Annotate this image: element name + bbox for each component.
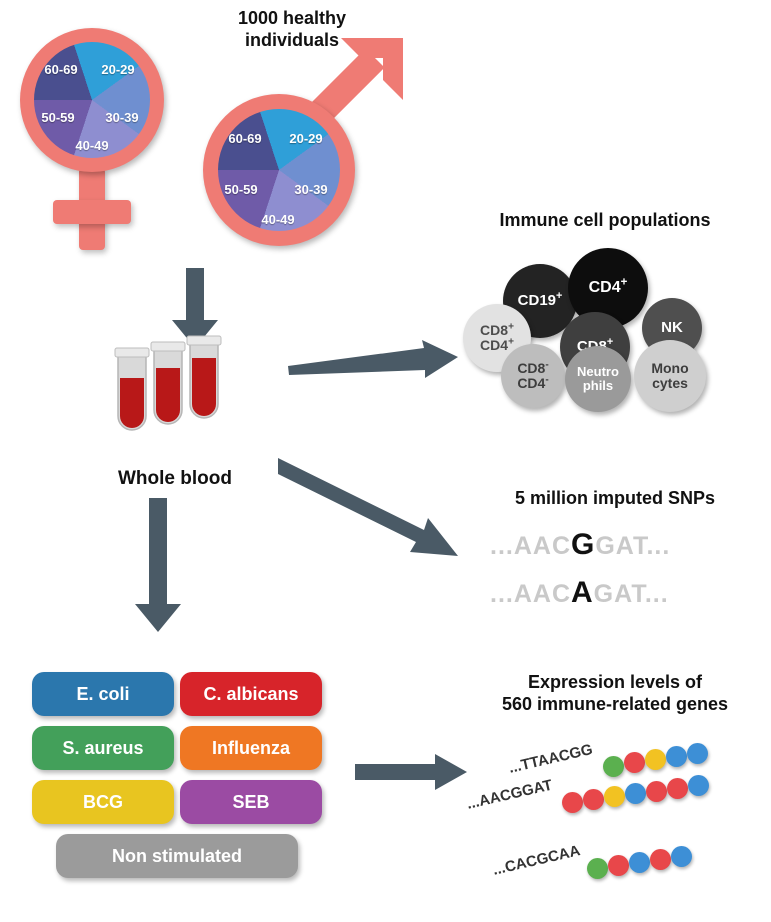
gene-bead [687,743,708,764]
male-label-60-69: 60-69 [228,131,262,146]
cohort-heading: 1000 healthy individuals [172,8,412,51]
cohort-heading-line1: 1000 healthy [237,8,347,28]
male-label-30-39: 30-39 [294,182,328,197]
gene-bead [625,783,646,804]
neutrophils-bubble: Neutro phils [565,346,631,412]
female-symbol: 60-69 20-29 30-39 40-49 50-59 [10,18,210,250]
snp2-prefix: ...AAC [490,580,571,608]
gene-bead [603,756,624,777]
immune-heading: Immune cell populations [499,210,711,230]
monocytes-bubble: Mono cytes [634,340,706,412]
male-label-50-59: 50-59 [224,182,258,197]
cohort-heading-line2: individuals [244,29,340,50]
stimulus-bcg[interactable]: BCG [32,780,174,824]
cd8neg-line2: CD4 [517,375,546,391]
stimulus-influenza-label: Influenza [211,737,290,758]
stimuli-panel: E. coli C. albicans S. aureus Influenza … [32,672,332,892]
expression-heading: Expression levels of 560 immune-related … [470,672,760,715]
gene-expression-graphic: ...TTAACGG ...AACGGAT ...CACGCAA [455,740,755,900]
male-label-40-49: 40-49 [261,212,295,227]
female-stem-horizontal [53,200,131,224]
expression-heading-line2: 560 immune-related genes [501,693,729,714]
stimulus-s-aureus-label: S. aureus [62,737,144,758]
gene-sequence-3: ...CACGCAA [491,842,582,879]
female-pie [34,42,150,158]
snps-heading: 5 million imputed SNPs [514,488,716,508]
blood-tubes [110,332,240,452]
gene-bead [562,792,583,813]
gene-bead [583,789,604,810]
gene-bead [666,746,687,767]
gene-bead [688,775,709,796]
arrow-stimuli-to-expression [355,752,467,792]
stimulus-bcg-label: BCG [83,791,123,812]
stimulus-influenza[interactable]: Influenza [180,726,322,770]
snp-sequence-2: ...AACAGAT... [490,576,669,610]
gene-bead [645,749,666,770]
cd8-negative-cd4-negative-bubble: CD8- CD4- [501,344,565,408]
snp-sequence-1: ...AACGGAT... [490,528,670,562]
monocytes-line2: cytes [652,375,688,391]
gene-bead [587,858,608,879]
arrow-blood-to-snps [278,452,458,562]
cd4-label: CD4 [588,278,621,296]
stimulus-non-stimulated[interactable]: Non stimulated [56,834,298,878]
stimulus-c-albicans[interactable]: C. albicans [180,672,322,716]
stimulus-e-coli[interactable]: E. coli [32,672,174,716]
arrow-blood-to-immune [288,340,458,386]
stimulus-s-aureus[interactable]: S. aureus [32,726,174,770]
female-label-20-29: 20-29 [101,62,135,77]
male-pie [218,109,340,231]
gene-bead [608,855,629,876]
gene-bead [624,752,645,773]
stimulus-seb[interactable]: SEB [180,780,322,824]
gene-sequence-1: ...TTAACGG [507,740,595,777]
whole-blood-label: Whole blood [118,468,232,489]
stimulus-e-coli-label: E. coli [76,683,130,704]
male-symbol: 60-69 20-29 30-39 40-49 50-59 [195,32,425,246]
arrow-cohort-to-blood [172,268,218,348]
gene-sequence-2: ...AACGGAT [465,776,554,813]
female-label-30-39: 30-39 [105,110,139,125]
male-label-20-29: 20-29 [289,131,323,146]
snp1-variant: G [571,528,596,561]
snp2-suffix: GAT... [593,580,669,608]
female-label-60-69: 60-69 [44,62,78,77]
gene-bead [646,781,667,802]
stimulus-non-stimulated-label: Non stimulated [111,845,242,866]
snp1-prefix: ...AAC [490,532,571,560]
expression-heading-line1: Expression levels of [527,672,703,692]
neutrophils-line2: phils [582,378,614,393]
monocytes-line1: Mono [651,360,689,377]
female-label-40-49: 40-49 [75,138,109,153]
stimulus-c-albicans-label: C. albicans [203,683,299,704]
nk-label: NK [661,319,683,337]
gene-bead [604,786,625,807]
female-label-50-59: 50-59 [41,110,75,125]
snp1-suffix: GAT... [595,532,671,560]
neutrophils-line1: Neutro [577,364,619,380]
snp2-variant: A [571,576,594,609]
cd8neg-line1: CD8 [517,360,546,377]
gene-bead [650,849,671,870]
gene-bead [671,846,692,867]
cd8cd4-line2: CD4 [480,337,509,353]
gene-bead [629,852,650,873]
gene-bead [667,778,688,799]
cd19-label: CD19 [517,292,557,310]
arrow-blood-to-stimuli [135,498,181,632]
stimulus-seb-label: SEB [232,791,270,812]
cd8cd4-line1: CD8 [480,322,509,339]
immune-cell-cluster: CD19+ CD4+ NK CD8+ CD4+ CD8+ CD8- CD4- N… [460,240,760,420]
